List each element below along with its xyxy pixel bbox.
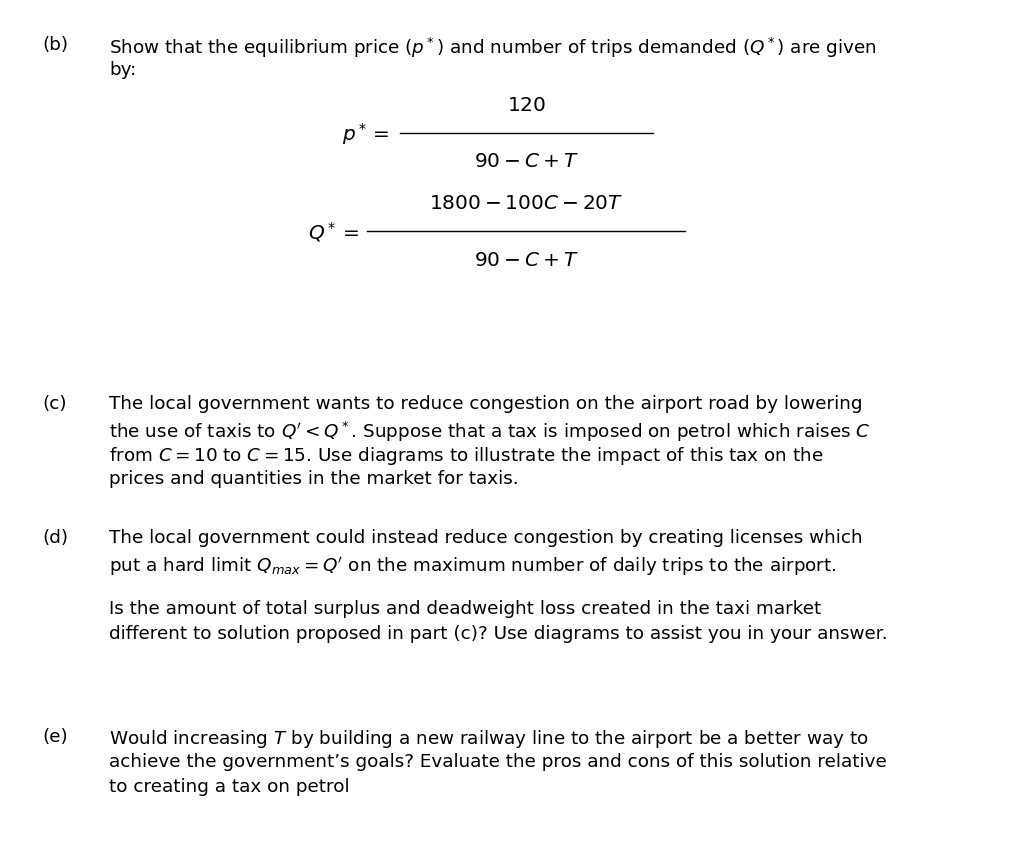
Text: $Q^* =$: $Q^* =$ — [308, 220, 359, 243]
Text: achieve the government’s goals? Evaluate the pros and cons of this solution rela: achieve the government’s goals? Evaluate… — [109, 752, 887, 770]
Text: different to solution proposed in part (c)? Use diagrams to assist you in your a: different to solution proposed in part (… — [109, 624, 887, 642]
Text: The local government could instead reduce congestion by creating licenses which: The local government could instead reduc… — [109, 529, 862, 547]
Text: $120$: $120$ — [507, 96, 545, 115]
Text: put a hard limit $Q_{max} = Q'$ on the maximum number of daily trips to the airp: put a hard limit $Q_{max} = Q'$ on the m… — [109, 554, 836, 577]
Text: to creating a tax on petrol: to creating a tax on petrol — [109, 777, 350, 795]
Text: prices and quantities in the market for taxis.: prices and quantities in the market for … — [109, 469, 519, 488]
Text: $90 - C + T$: $90 - C + T$ — [473, 152, 578, 171]
Text: $1800 - 100C - 20T$: $1800 - 100C - 20T$ — [429, 194, 623, 213]
Text: by:: by: — [109, 61, 136, 79]
Text: (e): (e) — [42, 727, 68, 745]
Text: $p^* =$: $p^* =$ — [342, 120, 389, 147]
Text: from $C = 10$ to $C = 15$. Use diagrams to illustrate the impact of this tax on : from $C = 10$ to $C = 15$. Use diagrams … — [109, 444, 823, 467]
Text: (b): (b) — [42, 36, 69, 54]
Text: $90 - C + T$: $90 - C + T$ — [473, 250, 578, 270]
Text: Show that the equilibrium price ($p^*$) and number of trips demanded ($Q^*$) are: Show that the equilibrium price ($p^*$) … — [109, 36, 877, 60]
Text: Is the amount of total surplus and deadweight loss created in the taxi market: Is the amount of total surplus and deadw… — [109, 599, 821, 617]
Text: Would increasing $T$ by building a new railway line to the airport be a better w: Would increasing $T$ by building a new r… — [109, 727, 867, 749]
Text: The local government wants to reduce congestion on the airport road by lowering: The local government wants to reduce con… — [109, 394, 862, 412]
Text: the use of taxis to $Q' < Q^*$. Suppose that a tax is imposed on petrol which ra: the use of taxis to $Q' < Q^*$. Suppose … — [109, 419, 869, 444]
Text: (c): (c) — [42, 394, 67, 412]
Text: (d): (d) — [42, 529, 69, 547]
